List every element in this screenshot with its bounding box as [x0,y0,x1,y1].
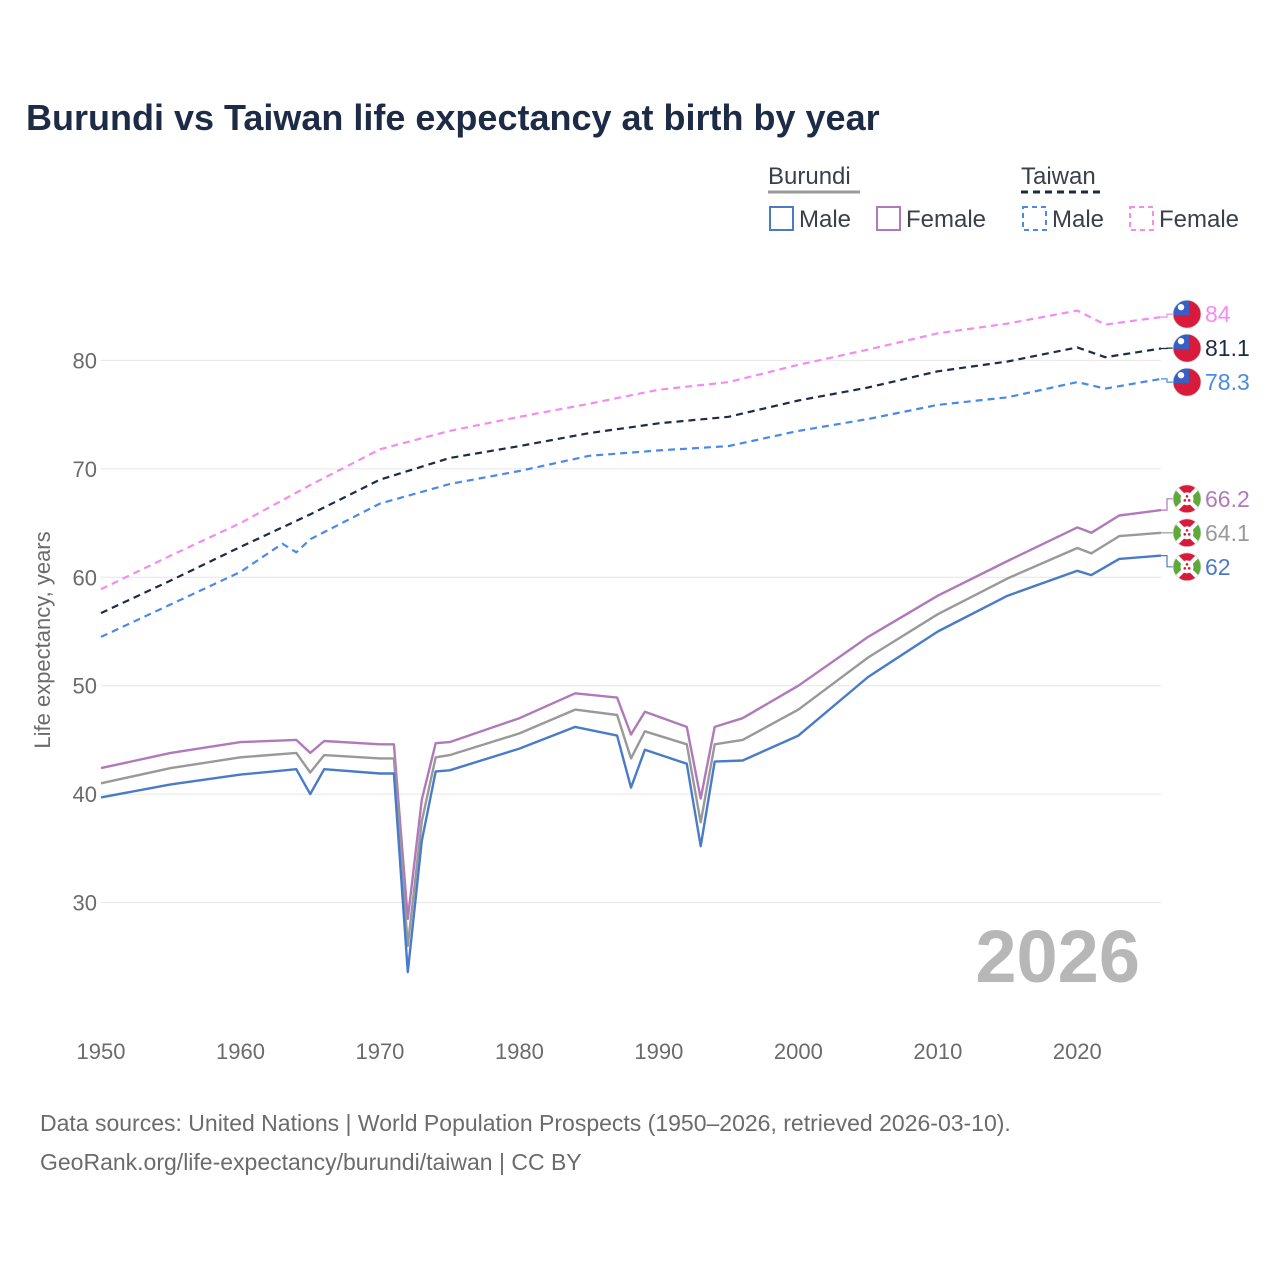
y-tick-label: 80 [73,348,97,373]
legend-group-burundi: Burundi [768,163,851,190]
burundi-flag-icon [1172,518,1202,548]
legend-swatch-taiwan-female [1129,206,1154,231]
grid [101,359,1161,904]
series-line-burundi-female [100,508,1162,920]
series-line-burundi-total [100,531,1162,948]
end-label-connector [1161,313,1173,318]
y-tick-label: 60 [73,565,97,590]
chart-title: Burundi vs Taiwan life expectancy at bir… [26,97,880,138]
x-tick-label: 1970 [355,1039,404,1064]
x-tick-label: 2010 [913,1039,962,1064]
x-tick-label: 2020 [1053,1039,1102,1064]
burundi-flag-icon [1172,484,1202,514]
legend-swatch-taiwan-male [1022,206,1047,231]
x-tick-label: 1990 [634,1039,683,1064]
y-axis-label: Life expectancy, years [30,531,55,748]
y-tick-label: 30 [73,891,97,916]
x-tick-label: 1960 [216,1039,265,1064]
series [100,309,1162,974]
legend-swatch-burundi-male [769,206,794,231]
x-tick-label: 1950 [77,1039,126,1064]
taiwan-flag-icon [1172,333,1202,363]
end-label-burundi-female: 66.2 [1205,486,1250,512]
burundi-flag-icon [1172,552,1202,582]
end-label-taiwan-male: 78.3 [1205,369,1250,395]
end-label-connector [1161,555,1173,568]
end-labels: 84 81.1 78.3 66.2 64.1 62 [1161,299,1250,582]
y-tick-label: 50 [73,674,97,699]
current-year-badge: 2026 [975,915,1140,998]
series-line-taiwan-total [100,346,1162,615]
end-label-taiwan-total: 81.1 [1205,335,1250,361]
legend-label-burundi-male: Male [799,206,851,233]
footer-link[interactable]: GeoRank.org/life-expectancy/burundi/taiw… [40,1149,582,1175]
end-label-burundi-male: 62 [1205,554,1231,580]
y-tick-label: 40 [73,782,97,807]
legend-group-taiwan: Taiwan [1021,163,1096,190]
axes: 30 40 50 60 70 80 1950 1960 1970 1980 1990 2000 2010… [73,348,1102,1064]
end-label-connector [1161,378,1173,383]
end-label-taiwan-female: 84 [1205,301,1231,327]
y-tick-label: 70 [73,457,97,482]
legend-swatch-burundi-female [876,206,901,231]
legend-label-burundi-female: Female [906,206,986,233]
end-label-burundi-total: 64.1 [1205,520,1250,546]
taiwan-flag-icon [1172,299,1202,329]
series-line-burundi-male [100,554,1162,974]
x-tick-label: 2000 [774,1039,823,1064]
legend-label-taiwan-female: Female [1159,206,1239,233]
end-label-connector [1161,498,1173,511]
legend: Burundi Taiwan Male Female Male Female [768,163,1239,233]
series-line-taiwan-male [100,377,1162,638]
taiwan-flag-icon [1172,367,1202,397]
x-tick-label: 1980 [495,1039,544,1064]
legend-label-taiwan-male: Male [1052,206,1104,233]
footer-sources: Data sources: United Nations | World Pop… [40,1110,1011,1136]
series-line-taiwan-female [100,309,1162,591]
